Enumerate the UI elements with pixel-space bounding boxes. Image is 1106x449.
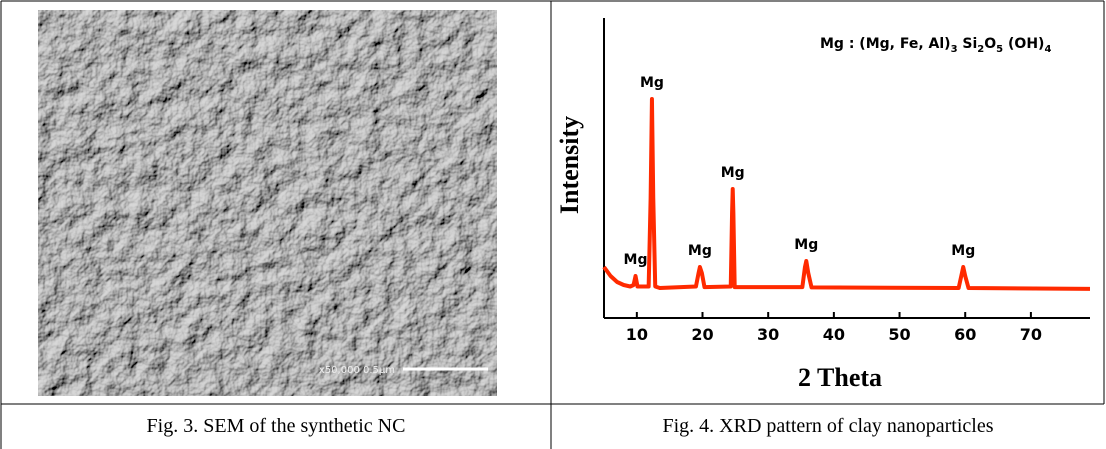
peak-label: Mg (721, 165, 745, 181)
formula-part: 5 (996, 44, 1003, 55)
peak-label: Mg (688, 243, 712, 259)
formula-part: Mg : (Mg, Fe, Al) (820, 36, 951, 52)
formula-part: 2 (977, 44, 984, 55)
formula-part: 3 (951, 44, 958, 55)
image-texture (38, 10, 497, 396)
formula-part: Si (958, 36, 978, 52)
x-tick-label: 60 (954, 325, 976, 344)
y-axis-label: Intensity (555, 116, 584, 214)
caption: Fig. 4. XRD pattern of clay nanoparticle… (662, 415, 993, 437)
scale-text: x50,000 0.5μm (319, 365, 395, 376)
peak-label: Mg (951, 243, 975, 259)
x-tick-label: 20 (691, 325, 713, 344)
xrd-chart: Intensity 2 Theta 10 20 30 40 50 60 70 Mg : (Mg… (555, 18, 1091, 392)
x-axis-label: 2 Theta (798, 363, 882, 392)
legend-formula: Mg : (Mg, Fe, Al)3 Si2O5 (OH)4 (820, 36, 1051, 55)
peak-label: Mg (640, 75, 664, 91)
caption: Fig. 3. SEM of the synthetic NC (147, 415, 406, 437)
x-tick-label: 40 (823, 325, 845, 344)
x-tick-label: 30 (757, 325, 779, 344)
xrd-line (602, 97, 1091, 291)
x-tick-label: 10 (626, 325, 648, 344)
sem-image: x50,000 0.5μm (38, 10, 497, 396)
x-tick-label: 70 (1020, 325, 1042, 344)
formula-part: 4 (1044, 44, 1051, 55)
peak-label: Mg (624, 252, 648, 268)
peak-label: Mg (794, 237, 818, 253)
formula-part: O (984, 36, 996, 52)
x-tick-label: 50 (888, 325, 910, 344)
formula-part: (OH) (1003, 36, 1044, 52)
